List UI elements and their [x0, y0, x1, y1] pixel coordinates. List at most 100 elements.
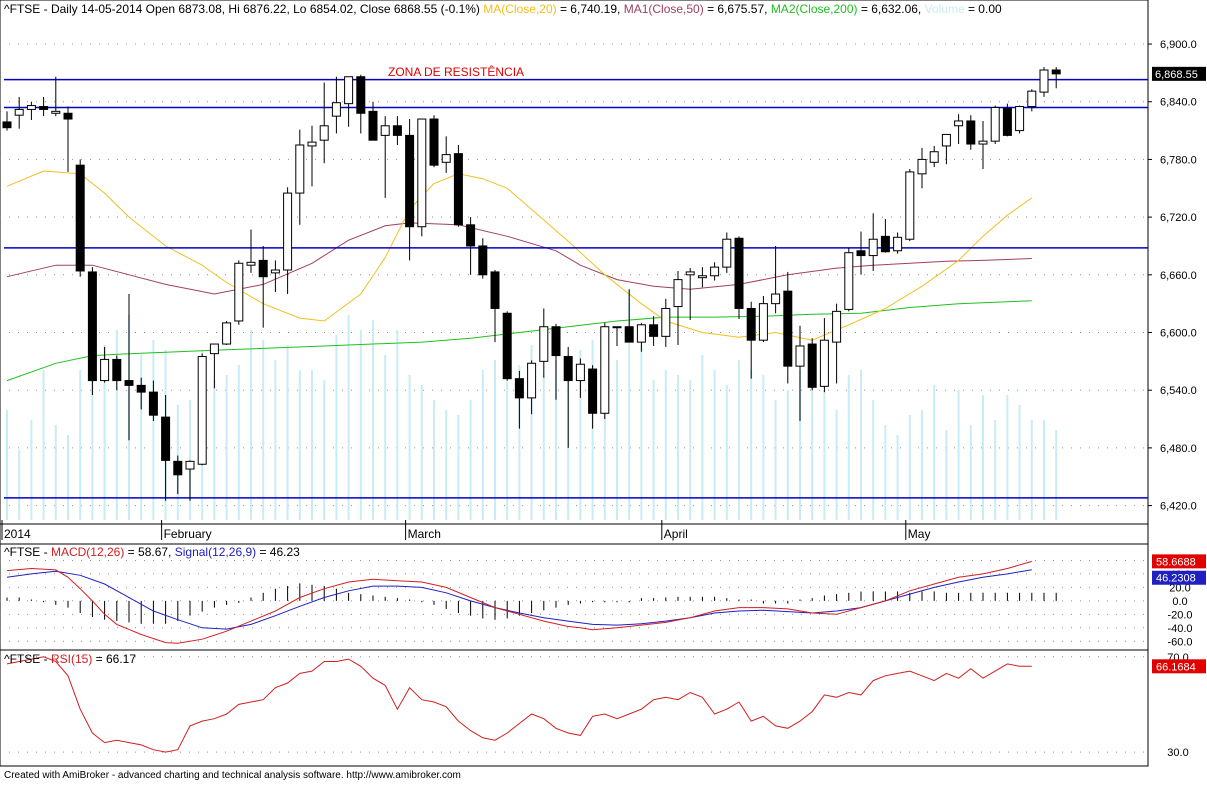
ma20-legend-label: MA(Close,20): [483, 2, 556, 16]
macd-y-tick-label: -20.0: [1167, 609, 1192, 621]
rsi-pane-header: ^FTSE - RSI(15) = 66.17: [4, 652, 136, 666]
candle-body: [539, 326, 549, 362]
candle-body: [588, 368, 598, 414]
rsi-value-tag-label: 66.1684: [1156, 661, 1196, 673]
x-axis-label: May: [908, 527, 931, 541]
macd-value-tag: [1152, 554, 1206, 569]
candle-body: [941, 133, 951, 147]
ma20-legend-value: = 6,740.19,: [560, 2, 620, 16]
candle-body: [2, 121, 12, 129]
main-pane-header: ^FTSE - Daily 14-05-2014 Open 6873.08, H…: [4, 2, 1002, 16]
candle-body: [344, 76, 354, 105]
candle-body: [844, 252, 854, 310]
candle-body: [905, 171, 915, 240]
chart-frame: [0, 0, 1149, 767]
candle-body: [185, 460, 195, 470]
candle-body: [807, 343, 817, 388]
candle-body: [490, 271, 500, 309]
x-axis: 2014 February March April May: [1, 520, 931, 541]
resistance-zone-label: ZONA DE RESISTÊNCIA: [388, 64, 524, 79]
candle-body: [636, 324, 646, 343]
macd-y-tick-label: 0.0: [1172, 596, 1187, 608]
candle-body: [929, 151, 939, 163]
candle-body: [966, 120, 976, 145]
x-axis-label: March: [408, 527, 441, 541]
last-price-tag: [1152, 66, 1206, 81]
macd-pane: 60.040.020.00.0-20.0-40.0-60.058.668846.…: [0, 554, 1206, 648]
candle-body: [697, 275, 707, 279]
candle-body: [685, 271, 695, 276]
signal-line: [6, 569, 1032, 630]
candle-body: [234, 262, 244, 322]
candle-body: [868, 238, 878, 257]
rsi-pane: 70.030.066.1684: [0, 652, 1206, 759]
candle-body: [283, 192, 293, 271]
x-axis-label: 2014: [4, 527, 31, 541]
candle-body: [673, 279, 683, 308]
candle-body: [734, 237, 744, 309]
candle-body: [307, 141, 317, 147]
rsi-legend-value: = 66.17: [96, 652, 137, 666]
candle-body: [392, 125, 402, 136]
candle-body: [63, 112, 73, 120]
candle-body: [75, 164, 85, 272]
candle-body: [478, 245, 488, 276]
support-resistance-lines: [4, 78, 1148, 499]
candle-body: [356, 76, 366, 114]
candle-body: [819, 339, 829, 387]
candle-body: [100, 358, 110, 382]
candle-body: [112, 358, 122, 382]
candle-body: [661, 307, 671, 337]
candle-body: [466, 224, 476, 247]
candle-body: [319, 125, 329, 141]
footer-credit: Created with AmiBroker - advanced charti…: [4, 770, 461, 781]
signal-legend-label: Signal(12,26,9): [175, 545, 256, 559]
candle-body: [270, 269, 280, 274]
macd-pane-header: ^FTSE - MACD(12,26) = 58.67, Signal(12,2…: [4, 545, 300, 559]
candle-body: [990, 107, 1000, 142]
main-y-tick-label: 6,600.0: [1160, 328, 1197, 340]
macd-legend-value: = 58.67,: [128, 545, 172, 559]
candle-body: [441, 154, 451, 163]
candle-body: [197, 356, 207, 465]
ma200-legend-value: = 6,632.06,: [861, 2, 921, 16]
rsi-header-prefix: ^FTSE -: [4, 652, 51, 666]
candle-body: [136, 384, 146, 393]
ma20-line: [6, 170, 1033, 341]
x-axis-label: February: [164, 527, 212, 541]
candle-body: [26, 105, 36, 110]
candle-body: [1015, 106, 1025, 132]
candle-body: [551, 326, 561, 357]
main-y-tick-label: 6,540.0: [1160, 385, 1197, 397]
candle-body: [527, 362, 537, 399]
candle-body: [722, 238, 732, 268]
rsi-legend-label: RSI(15): [51, 652, 92, 666]
macd-header-prefix: ^FTSE -: [4, 545, 51, 559]
candle-body: [405, 134, 415, 228]
candle-body: [795, 345, 805, 367]
candle-body: [331, 102, 341, 117]
candle-body: [783, 290, 793, 367]
candle-body: [417, 118, 427, 228]
candle-body: [295, 144, 305, 194]
candles: [2, 67, 1061, 501]
main-y-tick-label: 6,780.0: [1160, 154, 1197, 166]
signal-value-tag: [1152, 570, 1206, 585]
candle-body: [978, 140, 988, 145]
candle-body: [893, 236, 903, 252]
candle-body: [575, 363, 585, 382]
volume-legend-value: = 0.00: [968, 2, 1002, 16]
candle-body: [222, 322, 232, 345]
candle-body: [624, 326, 634, 343]
candle-body: [600, 326, 610, 414]
candle-body: [917, 158, 927, 175]
candle-body: [380, 125, 390, 136]
candle-body: [453, 153, 463, 226]
macd-line: [6, 560, 1032, 644]
candle-body: [1002, 107, 1012, 136]
candle-body: [880, 235, 890, 253]
candle-body: [246, 261, 256, 266]
signal-legend-value: = 46.23: [259, 545, 300, 559]
